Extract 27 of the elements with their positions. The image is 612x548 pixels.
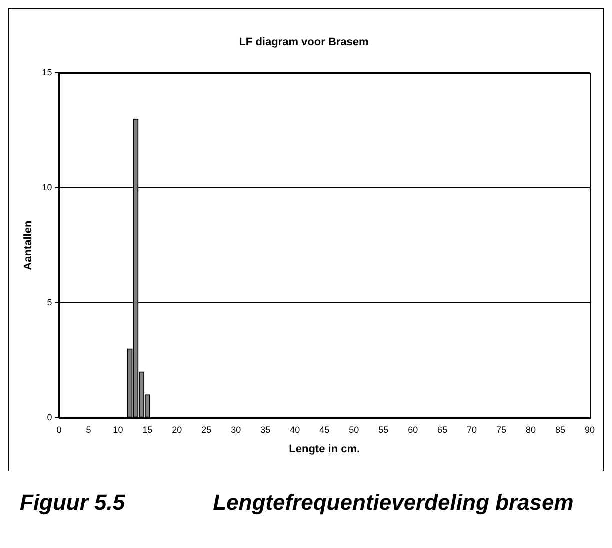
x-tick-label: 60 <box>408 424 418 435</box>
y-tick-label: 5 <box>47 298 52 308</box>
x-tick-label: 25 <box>202 424 212 435</box>
x-tick-label: 10 <box>113 424 124 435</box>
x-tick-label: 55 <box>378 424 389 435</box>
text: Figuur 5.5 Lengtefrequentieverdeling brasem <box>20 489 575 517</box>
chart-title: LF diagram voor Brasem <box>239 36 370 49</box>
x-tick-label: 20 <box>172 424 182 435</box>
y-tick-label: 15 <box>42 68 52 78</box>
y-tick-label: 0 <box>47 412 52 422</box>
x-tick-label: 90 <box>584 424 596 435</box>
x-tick-label: 65 <box>438 424 448 435</box>
x-tick-label: 70 <box>467 424 478 435</box>
x-tick-label: 45 <box>320 424 330 435</box>
x-axis-title: Lengte in cm. <box>289 443 360 456</box>
x-tick-label: 0 <box>56 424 62 435</box>
x-tick-label: 50 <box>349 424 360 435</box>
x-tick-label: 85 <box>556 424 566 435</box>
x-tick-label: 30 <box>231 424 242 435</box>
x-tick-label: 75 <box>496 424 507 435</box>
x-tick-label: 80 <box>526 424 536 435</box>
x-tick-label: 40 <box>290 424 300 435</box>
x-tick-label: 15 <box>142 424 153 435</box>
x-tick-label: 5 <box>86 424 92 435</box>
y-axis-title: Aantallen <box>22 220 35 270</box>
x-tick-label: 35 <box>260 424 271 435</box>
y-tick-label: 10 <box>42 182 52 193</box>
